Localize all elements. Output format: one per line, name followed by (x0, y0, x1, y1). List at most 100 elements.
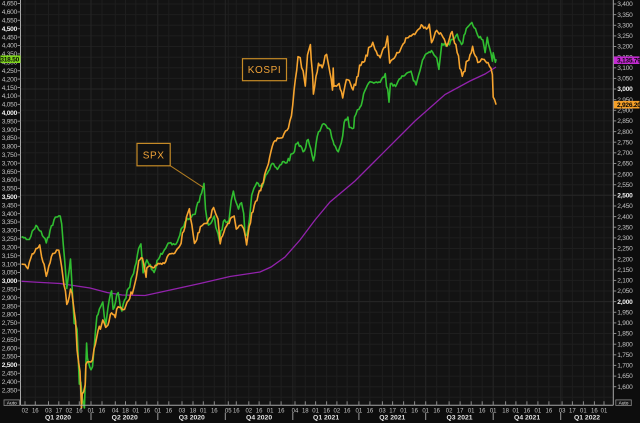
svg-text:2,000: 2,000 (617, 299, 633, 306)
svg-text:2,350: 2,350 (617, 224, 633, 231)
svg-text:16: 16 (433, 408, 440, 414)
svg-text:16: 16 (546, 408, 553, 414)
svg-text:2,300: 2,300 (617, 235, 633, 242)
svg-text:16: 16 (479, 408, 486, 414)
svg-text:4,350: 4,350 (2, 51, 18, 58)
svg-text:2,750: 2,750 (2, 320, 18, 327)
svg-text:01: 01 (580, 408, 587, 414)
svg-text:2,650: 2,650 (2, 337, 18, 344)
svg-text:02: 02 (66, 408, 73, 414)
svg-text:16: 16 (367, 408, 374, 414)
svg-text:3,100: 3,100 (617, 65, 633, 72)
svg-text:3,400: 3,400 (2, 211, 18, 218)
svg-text:4,000: 4,000 (2, 110, 18, 117)
svg-text:3,900: 3,900 (2, 127, 18, 134)
svg-text:3,300: 3,300 (2, 228, 18, 235)
svg-text:01: 01 (468, 408, 475, 414)
svg-text:03: 03 (379, 408, 386, 414)
svg-text:16: 16 (256, 408, 263, 414)
svg-text:3,950: 3,950 (2, 118, 18, 125)
svg-text:2,850: 2,850 (2, 303, 18, 310)
svg-text:3,750: 3,750 (2, 152, 18, 159)
svg-text:KOSPI: KOSPI (248, 65, 282, 76)
svg-text:4,550: 4,550 (2, 18, 18, 25)
svg-text:16: 16 (99, 408, 106, 414)
svg-text:Q2 2020: Q2 2020 (112, 415, 138, 422)
svg-text:18: 18 (302, 408, 309, 414)
svg-text:03: 03 (559, 408, 566, 414)
svg-text:1,950: 1,950 (617, 310, 633, 317)
svg-text:2,900: 2,900 (617, 108, 633, 115)
svg-text:1,750: 1,750 (617, 352, 633, 359)
svg-text:2,600: 2,600 (2, 345, 18, 352)
svg-text:01: 01 (356, 408, 363, 414)
svg-text:3,000: 3,000 (2, 278, 18, 285)
svg-text:2,450: 2,450 (2, 371, 18, 378)
svg-text:3,650: 3,650 (2, 169, 18, 176)
svg-text:3,050: 3,050 (617, 76, 633, 83)
svg-text:3,300: 3,300 (617, 23, 633, 30)
svg-text:4,600: 4,600 (2, 9, 18, 16)
svg-text:3,100: 3,100 (2, 261, 18, 268)
svg-text:02: 02 (446, 408, 453, 414)
svg-text:01: 01 (535, 408, 542, 414)
svg-text:Q1 2021: Q1 2021 (313, 415, 339, 422)
svg-text:16: 16 (278, 408, 285, 414)
svg-text:4,650: 4,650 (2, 1, 18, 8)
svg-text:2,900: 2,900 (2, 295, 18, 302)
svg-text:3,250: 3,250 (2, 236, 18, 243)
svg-text:16: 16 (411, 408, 418, 414)
svg-text:01: 01 (132, 408, 139, 414)
svg-text:02: 02 (245, 408, 252, 414)
svg-text:3,135.79: 3,135.79 (617, 58, 640, 65)
svg-text:2,700: 2,700 (2, 329, 18, 336)
svg-text:3,600: 3,600 (2, 177, 18, 184)
svg-text:3,550: 3,550 (2, 186, 18, 193)
svg-text:01: 01 (154, 408, 161, 414)
svg-text:16: 16 (524, 408, 531, 414)
svg-text:4,500: 4,500 (2, 26, 18, 33)
svg-text:2,500: 2,500 (617, 193, 633, 200)
svg-text:4,400: 4,400 (2, 43, 18, 50)
svg-text:03: 03 (45, 408, 52, 414)
svg-text:3,400: 3,400 (617, 1, 633, 8)
svg-text:Q1 2020: Q1 2020 (45, 415, 71, 422)
svg-text:Q2 2021: Q2 2021 (379, 415, 405, 422)
svg-text:16: 16 (211, 408, 218, 414)
svg-text:1,800: 1,800 (617, 341, 633, 348)
svg-text:2,926.20: 2,926.20 (617, 102, 640, 109)
svg-text:2,850: 2,850 (617, 118, 633, 125)
svg-text:3,250: 3,250 (617, 33, 633, 40)
svg-text:2,550: 2,550 (617, 182, 633, 189)
svg-text:4,150: 4,150 (2, 85, 18, 92)
svg-text:3,850: 3,850 (2, 135, 18, 142)
svg-text:1,850: 1,850 (617, 331, 633, 338)
svg-text:3,800: 3,800 (2, 144, 18, 151)
svg-text:17: 17 (457, 408, 464, 414)
svg-text:01: 01 (400, 408, 407, 414)
svg-text:02: 02 (334, 408, 341, 414)
svg-text:Q3 2021: Q3 2021 (446, 415, 472, 422)
svg-text:17: 17 (569, 408, 576, 414)
svg-text:2,050: 2,050 (617, 288, 633, 295)
svg-text:1,650: 1,650 (617, 373, 633, 380)
svg-text:18: 18 (190, 408, 197, 414)
svg-text:2,250: 2,250 (617, 246, 633, 253)
svg-text:05: 05 (225, 408, 232, 414)
svg-text:01: 01 (200, 408, 207, 414)
svg-text:2,500: 2,500 (2, 362, 18, 369)
svg-text:3,700: 3,700 (2, 160, 18, 167)
svg-text:2,350: 2,350 (2, 387, 18, 394)
svg-text:3,450: 3,450 (2, 202, 18, 209)
svg-text:1,700: 1,700 (617, 363, 633, 370)
svg-text:17: 17 (389, 408, 396, 414)
svg-text:01: 01 (422, 408, 429, 414)
svg-text:16: 16 (76, 408, 83, 414)
svg-text:16: 16 (344, 408, 351, 414)
svg-text:2,700: 2,700 (617, 150, 633, 157)
svg-text:01: 01 (312, 408, 319, 414)
svg-text:01: 01 (601, 408, 608, 414)
svg-text:16: 16 (233, 408, 240, 414)
svg-text:04: 04 (292, 408, 299, 414)
svg-text:3,150: 3,150 (2, 253, 18, 260)
